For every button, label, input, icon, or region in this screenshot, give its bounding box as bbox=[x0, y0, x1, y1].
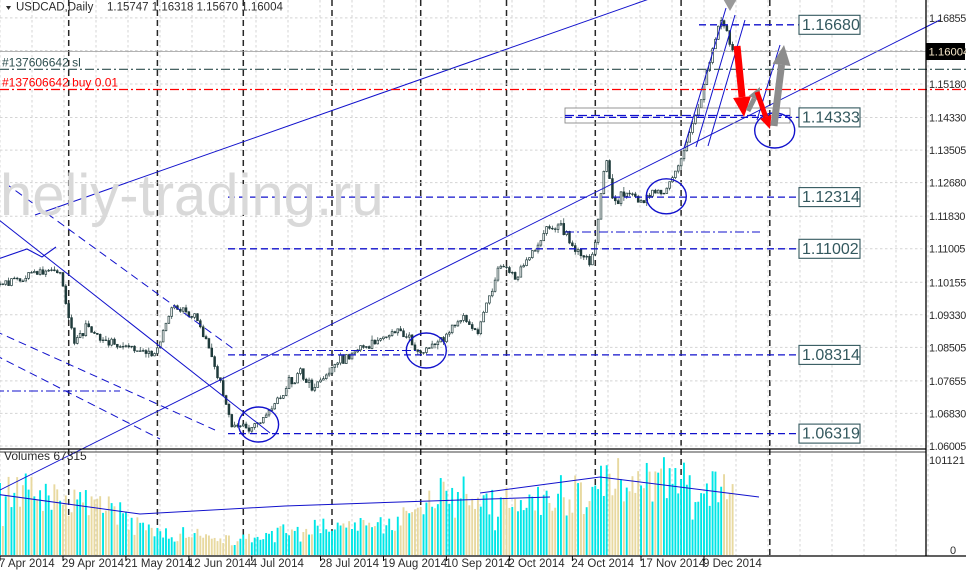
svg-text:1.14330: 1.14330 bbox=[929, 113, 966, 125]
svg-text:1.07655: 1.07655 bbox=[929, 376, 966, 388]
svg-text:9 Dec 2014: 9 Dec 2014 bbox=[703, 558, 762, 570]
svg-text:28 Jul 2014: 28 Jul 2014 bbox=[320, 558, 380, 570]
svg-text:19 Aug 2014: 19 Aug 2014 bbox=[383, 558, 448, 570]
svg-text:1.11005: 1.11005 bbox=[929, 244, 965, 256]
svg-text:1.16855: 1.16855 bbox=[929, 13, 966, 25]
svg-text:10 Sep 2014: 10 Sep 2014 bbox=[445, 558, 511, 570]
svg-text:1.10155: 1.10155 bbox=[929, 277, 966, 289]
svg-text:1.11002: 1.11002 bbox=[802, 241, 859, 258]
svg-text:4 Jul 2014: 4 Jul 2014 bbox=[251, 558, 305, 570]
svg-text:#137606642 buy 0.01: #137606642 buy 0.01 bbox=[2, 76, 118, 90]
svg-text:1.15747 1.16318 1.15670 1.1600: 1.15747 1.16318 1.15670 1.16004 bbox=[107, 2, 283, 14]
svg-text:1.06830: 1.06830 bbox=[929, 408, 966, 420]
svg-text:24 Oct 2014: 24 Oct 2014 bbox=[571, 558, 634, 570]
svg-text:29 Apr 2014: 29 Apr 2014 bbox=[62, 558, 125, 570]
svg-text:1.12314: 1.12314 bbox=[802, 189, 860, 206]
svg-text:USDCAD,Daily: USDCAD,Daily bbox=[16, 2, 94, 14]
svg-text:1.16680: 1.16680 bbox=[802, 17, 860, 34]
svg-text:12 Jun 2014: 12 Jun 2014 bbox=[188, 558, 252, 570]
svg-text:7 Apr 2014: 7 Apr 2014 bbox=[0, 558, 55, 570]
svg-text:1.06319: 1.06319 bbox=[802, 426, 860, 443]
svg-text:1.11830: 1.11830 bbox=[929, 211, 965, 223]
svg-text:1.09330: 1.09330 bbox=[929, 310, 966, 322]
svg-text:1.16004: 1.16004 bbox=[929, 47, 966, 59]
svg-text:1.13505: 1.13505 bbox=[929, 145, 966, 157]
svg-text:#137606642 sl: #137606642 sl bbox=[2, 55, 81, 69]
svg-text:1.08314: 1.08314 bbox=[802, 347, 860, 364]
svg-text:17 Nov 2014: 17 Nov 2014 bbox=[640, 558, 706, 570]
svg-text:21 May 2014: 21 May 2014 bbox=[125, 558, 192, 570]
svg-text:1.08505: 1.08505 bbox=[929, 342, 966, 354]
svg-text:heliy-trading.ru: heliy-trading.ru bbox=[0, 163, 384, 228]
svg-text:2 Oct 2014: 2 Oct 2014 bbox=[508, 558, 565, 570]
svg-text:1.12680: 1.12680 bbox=[929, 178, 966, 190]
svg-text:Volumes 67315: Volumes 67315 bbox=[4, 449, 87, 463]
svg-text:1.14333: 1.14333 bbox=[802, 109, 860, 126]
svg-text:0: 0 bbox=[950, 545, 956, 557]
svg-text:1.06005: 1.06005 bbox=[929, 441, 966, 453]
svg-text:101121: 101121 bbox=[929, 455, 965, 467]
